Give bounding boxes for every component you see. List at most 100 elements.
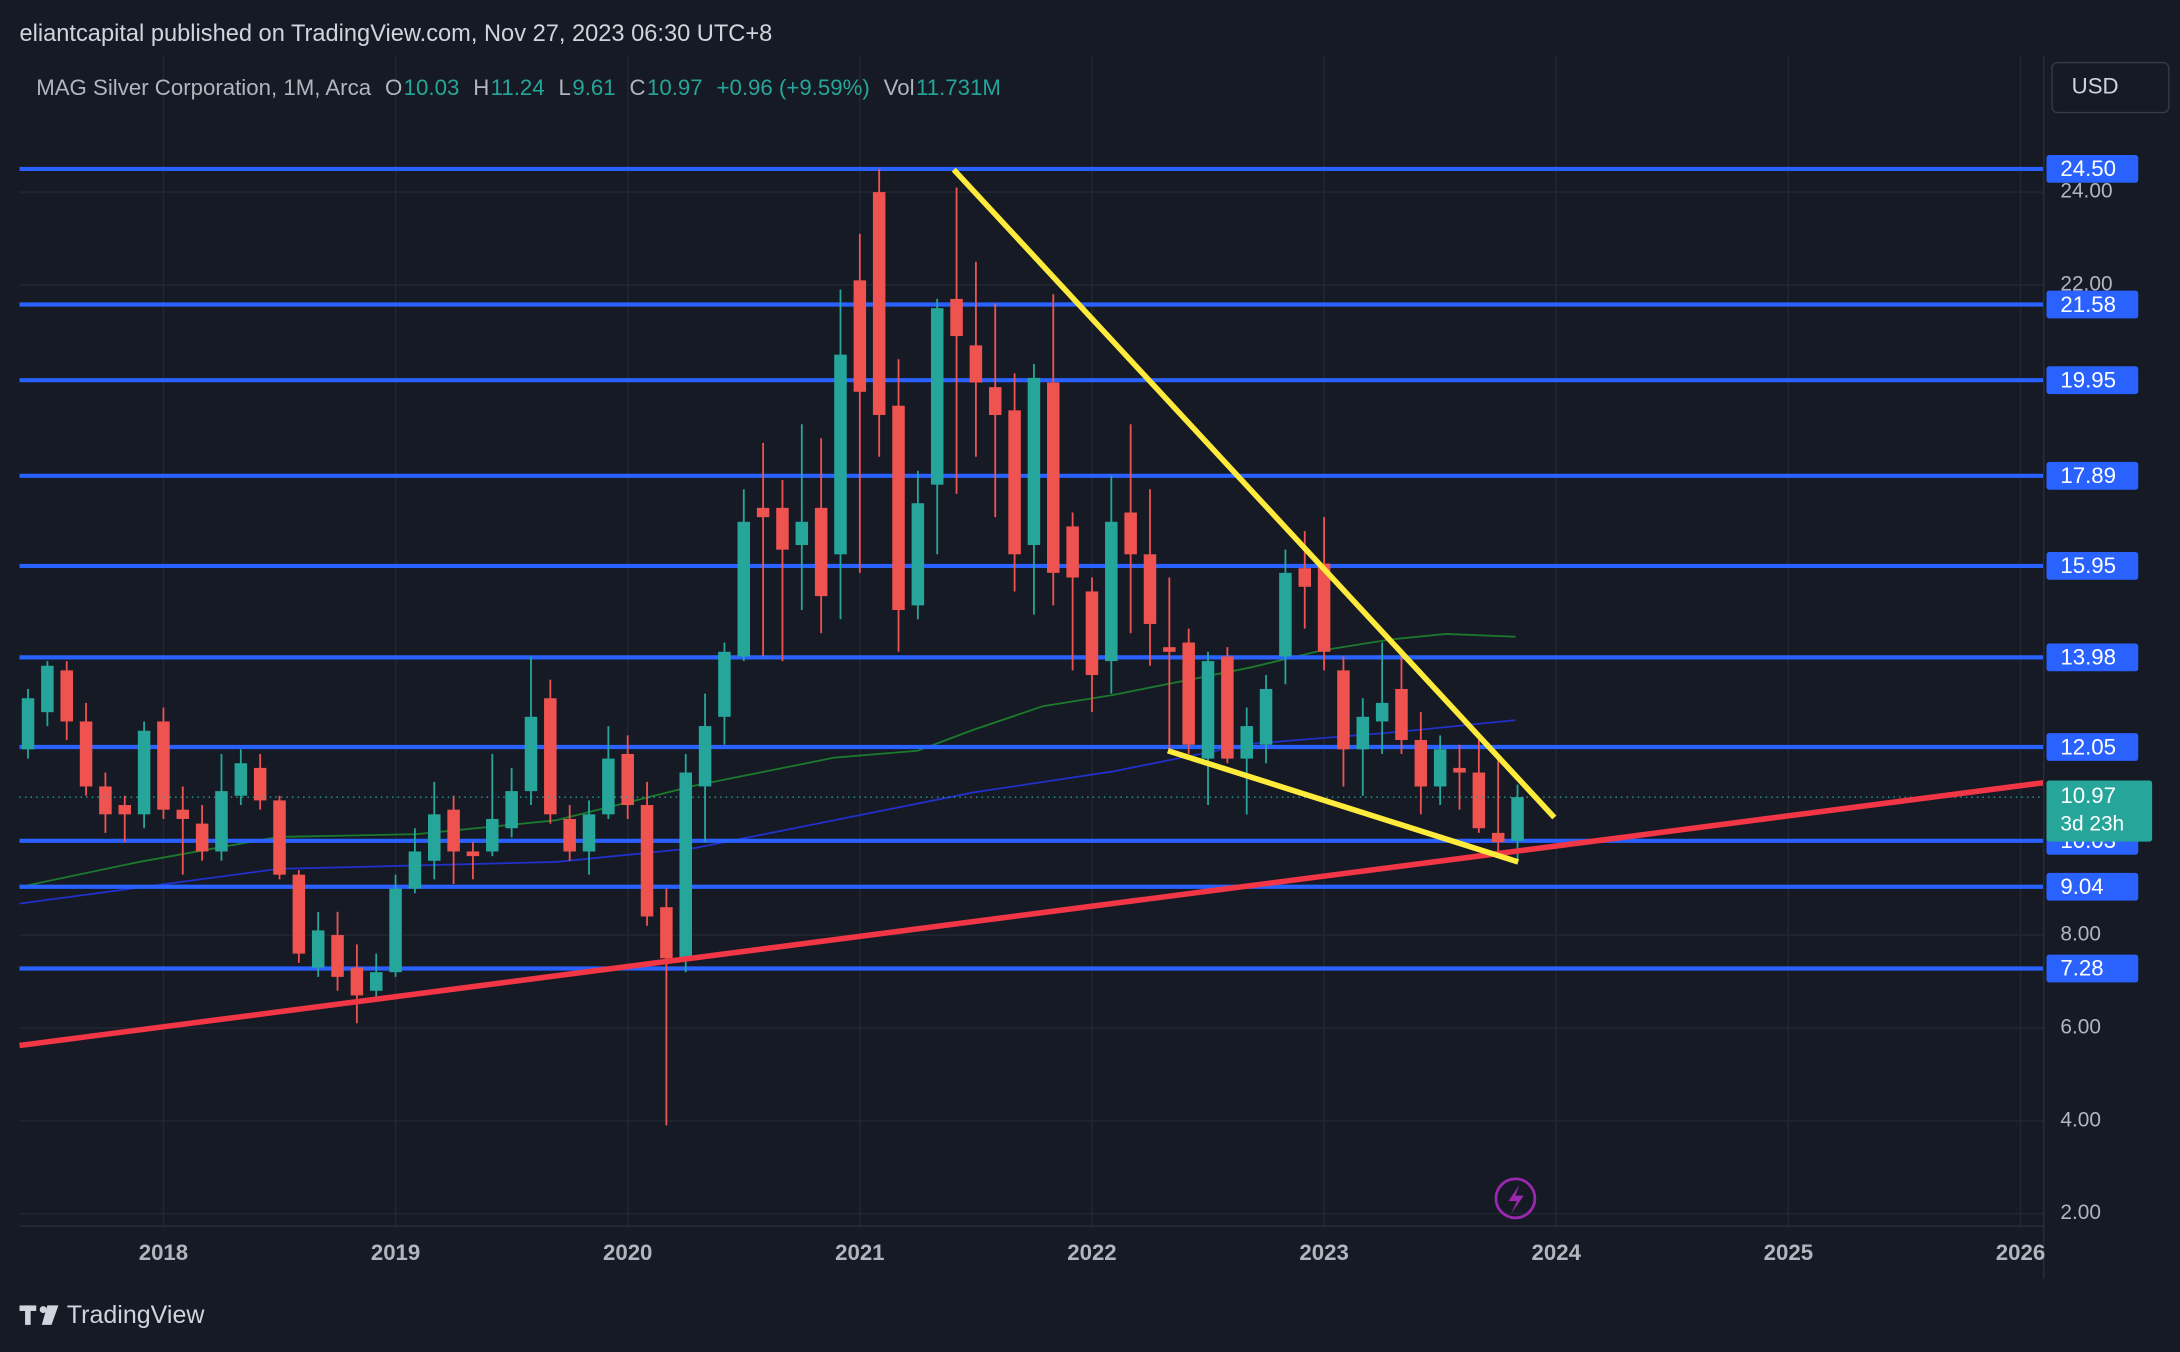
symbol-title: MAG Silver Corporation, 1M, Arca (36, 75, 371, 100)
legend-item: 10.03 (404, 75, 460, 100)
y-tick-label: 22.00 (2060, 272, 2112, 295)
candle-body (21, 698, 35, 750)
candle-body (486, 818, 499, 852)
price-level-label: 7.28 (2060, 956, 2103, 981)
price-level-label: 24.50 (2060, 156, 2116, 181)
candle-body (215, 791, 228, 852)
price-level-badge (2046, 552, 2139, 580)
x-tick-label: 2019 (371, 1240, 420, 1265)
candle-body (1433, 749, 1447, 787)
price-level-badge (2046, 954, 2139, 983)
price-level-badge (2046, 366, 2139, 395)
axes: 2018 2019 2020 2021 2022 2023 2024 2025 2026 2.00… (139, 155, 2153, 1265)
candle-body (195, 823, 209, 852)
candle-body (1201, 661, 1215, 759)
candle-body (640, 805, 654, 917)
legend-item: Vol (884, 75, 915, 100)
price-level-badge (2046, 643, 2139, 672)
candle-body (466, 851, 480, 857)
currency-button[interactable] (2051, 61, 2170, 114)
price-level-label: 21.58 (2060, 292, 2116, 317)
y-tick-label: 2.00 (2060, 1201, 2101, 1224)
candle-body (892, 405, 905, 611)
candle-body (369, 972, 383, 991)
candle-body (814, 507, 828, 597)
candle-body (660, 907, 673, 959)
candle-body (350, 967, 364, 996)
candle-body (118, 805, 132, 815)
x-tick-label: 2024 (1531, 1240, 1581, 1265)
candle-body (408, 851, 422, 889)
lower-trendline (1167, 748, 1520, 865)
candle-body (311, 930, 325, 968)
price-level-badge (2046, 872, 2139, 901)
legend-item: 10.97 (647, 75, 703, 100)
legend-item: 11.24 (491, 75, 545, 100)
candle-body (582, 814, 596, 852)
publisher-line: eliantcapital published on TradingView.c… (20, 21, 773, 47)
support-trendline (19, 779, 2045, 1049)
x-tick-label: 2023 (1299, 1240, 1348, 1265)
moving-average-green (19, 633, 1516, 888)
price-level-badge (2046, 155, 2139, 183)
x-tick-label: 2021 (835, 1240, 884, 1265)
candle-body (1414, 740, 1428, 787)
upper-trendline (951, 167, 1557, 820)
x-tick-label: 2020 (603, 1240, 652, 1265)
candle-body (253, 767, 267, 801)
candle-body (1027, 377, 1041, 546)
candle-body (1337, 670, 1350, 750)
candle-body (157, 721, 170, 810)
candle-body (60, 670, 73, 722)
price-level-label: 19.95 (2060, 367, 2116, 392)
candle-body (1259, 688, 1273, 745)
candle-body (1066, 526, 1079, 578)
legend-item: 11.731M (916, 75, 1001, 100)
y-tick-label: 24.00 (2060, 180, 2112, 203)
candle-body (756, 507, 770, 518)
ohlc-legend: O 10.03 H 11.24 L 9.61 C 10.97 +0.96 (+9.59%) Vol… (385, 75, 1001, 100)
price-level-label: 17.89 (2060, 463, 2116, 488)
candle-body (1491, 832, 1505, 843)
y-tick-label: 8.00 (2060, 923, 2101, 946)
candle-body (428, 814, 441, 861)
candle-body (292, 874, 306, 954)
candle-body (176, 809, 190, 819)
candle-body (621, 753, 634, 806)
candle-body (1047, 382, 1060, 573)
countdown-label: 3d 23h (2060, 812, 2124, 835)
price-level-badge (2046, 733, 2139, 761)
price-level-label: 12.05 (2060, 734, 2116, 759)
candle-body (1085, 591, 1099, 676)
candle-body (137, 730, 151, 815)
alert-icon[interactable] (1494, 1177, 1537, 1220)
candle-body (911, 503, 925, 606)
candle-body (737, 521, 751, 657)
legend-item: H (473, 75, 489, 100)
candle-body (1105, 521, 1118, 662)
candle-body (718, 651, 731, 717)
currency-label: USD (2072, 73, 2119, 98)
candle-body (1182, 642, 1195, 745)
price-level-label: 9.04 (2060, 874, 2103, 899)
candle-body (544, 698, 557, 815)
candle-body (776, 507, 789, 550)
candle-body (1163, 647, 1176, 652)
candle-body (1511, 797, 1524, 841)
candle-body (1279, 572, 1292, 657)
candle-body (505, 791, 518, 829)
price-level-label: 15.95 (2060, 553, 2116, 578)
candle-body (1008, 410, 1021, 555)
legend-item: L (559, 75, 571, 100)
candle-body (930, 308, 944, 485)
candle-body (524, 716, 538, 792)
candle-body (99, 786, 112, 815)
candle-body (1240, 726, 1253, 759)
x-tick-label: 2022 (1067, 1240, 1116, 1265)
candle-body (79, 721, 93, 787)
candle-body (602, 758, 615, 815)
price-level-badge (2046, 290, 2139, 319)
candle-body (1472, 772, 1486, 829)
